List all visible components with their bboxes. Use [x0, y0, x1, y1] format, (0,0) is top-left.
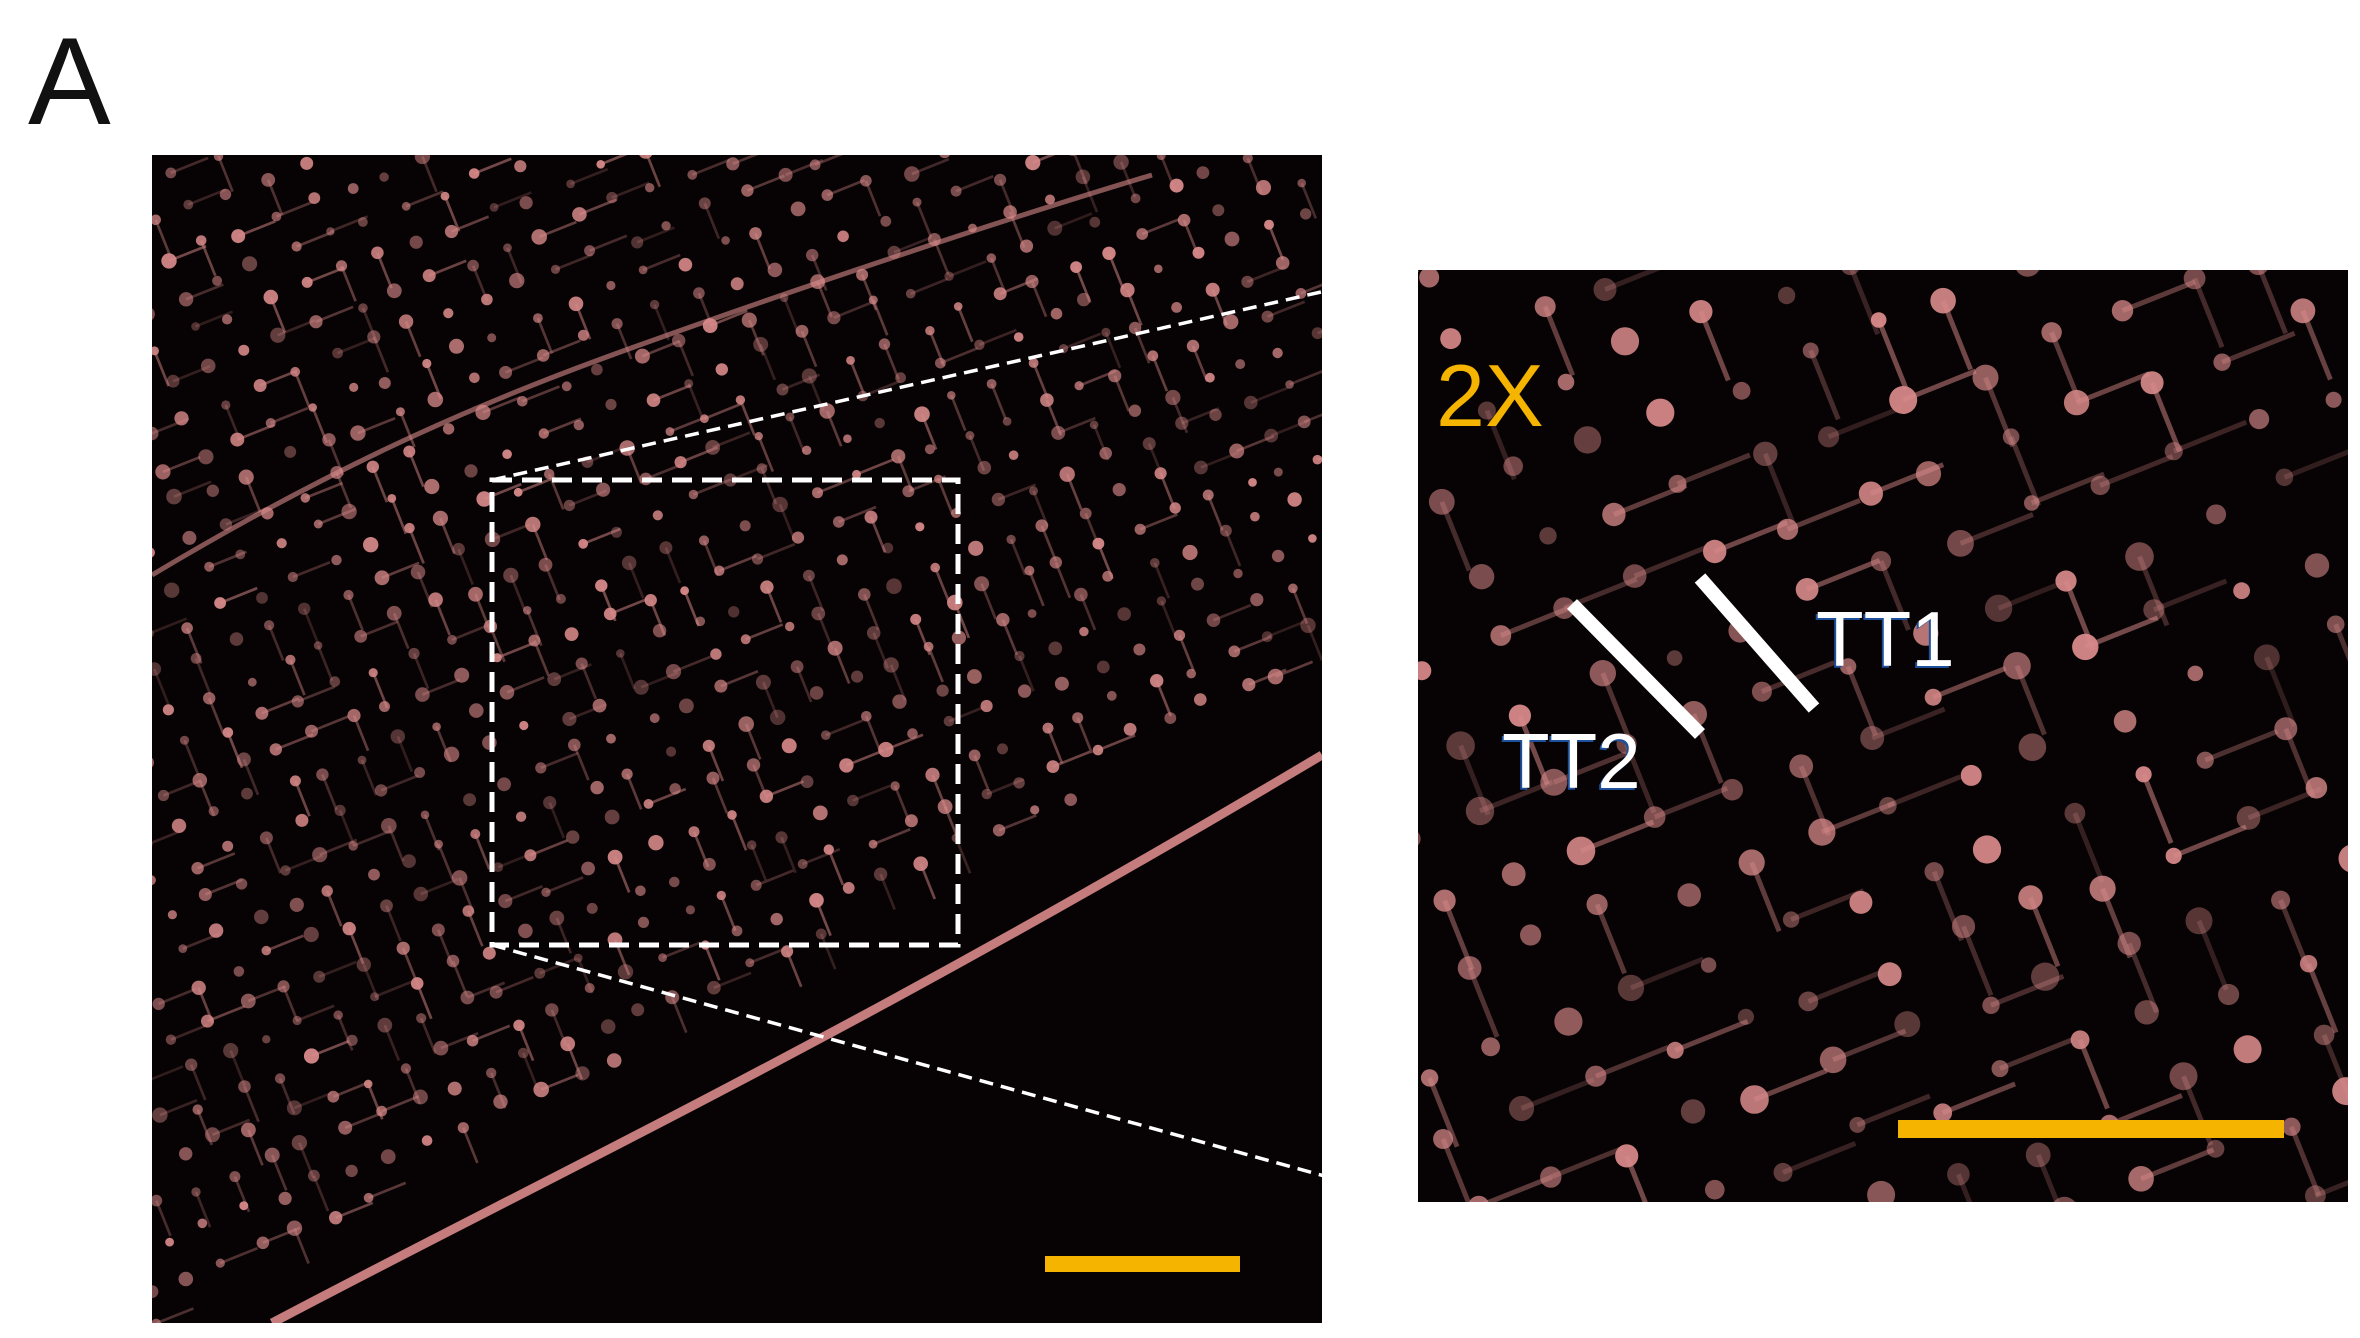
tubule-grid — [1418, 270, 2348, 1202]
scale-bar-inset — [1898, 1120, 2284, 1138]
magnification-label: 2X — [1436, 346, 1544, 445]
cell-membrane-top — [152, 172, 1153, 578]
tubule-grid — [152, 155, 1322, 1323]
cell-membrane-edge — [269, 751, 1322, 1323]
scale-bar-main — [1045, 1256, 1240, 1272]
tt1-label: TT1 — [1816, 595, 1955, 683]
tt2-marker — [1567, 599, 1705, 739]
tubule-network-image — [152, 155, 1322, 1323]
zoom-connector-bottom — [491, 943, 1419, 1204]
zoom-connector-top — [491, 268, 1419, 482]
tt1-marker — [1694, 573, 1820, 713]
tt2-label: TT2 — [1502, 717, 1641, 805]
main-micrograph — [152, 155, 1322, 1323]
inset-network-image — [1418, 270, 2348, 1202]
zoom-region-box — [489, 477, 961, 948]
magnified-inset — [1418, 270, 2348, 1202]
panel-label: A — [28, 13, 111, 151]
